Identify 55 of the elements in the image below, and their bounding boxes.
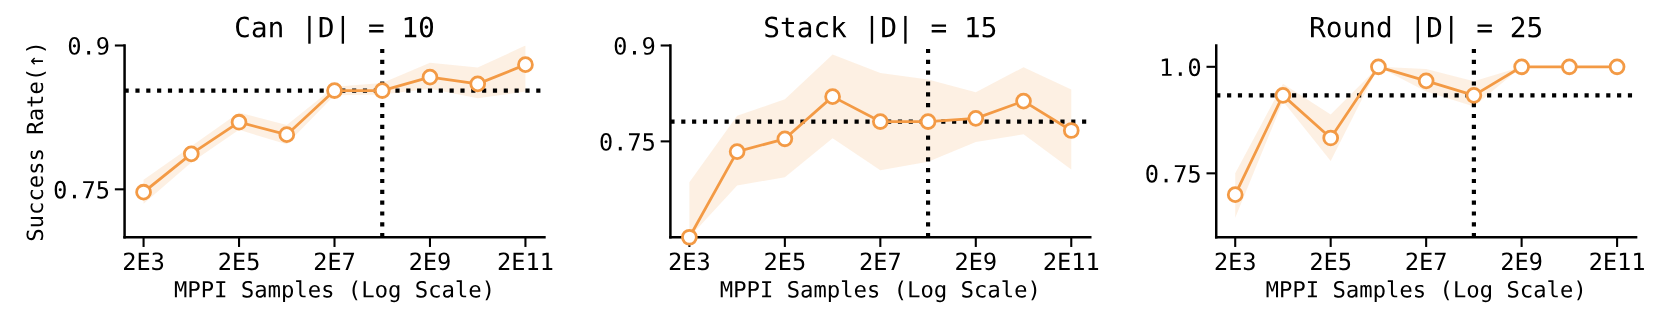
point: [824, 88, 841, 105]
point: [681, 228, 698, 246]
y-tick-label: 0.75: [600, 132, 654, 151]
x-tick-label: 2E5: [765, 252, 805, 271]
point: [1561, 58, 1578, 76]
point: [1015, 92, 1032, 110]
x-tick-label: 2E9: [1502, 252, 1542, 271]
point: [1608, 58, 1626, 76]
x-axis-title: MPPI Samples (Log Scale): [1266, 280, 1583, 303]
x-axis-title: MPPI Samples (Log Scale): [174, 280, 491, 303]
point: [230, 113, 248, 131]
point: [1465, 87, 1483, 104]
point: [421, 68, 439, 86]
x-tick-label: 2E9: [410, 252, 450, 271]
chart-title: Stack |D| = 15: [765, 15, 996, 44]
point: [1370, 58, 1387, 76]
point: [1226, 186, 1244, 203]
chart-title: Round |D| = 25: [1311, 15, 1541, 44]
x-tick-label: 2E7: [314, 252, 355, 270]
point: [373, 82, 391, 99]
point: [469, 75, 487, 93]
point: [728, 143, 746, 160]
x-tick-label: 2E7: [860, 252, 900, 270]
x-axis-title: MPPI Samples (Log Scale): [720, 280, 1037, 303]
x-tick-label: 2E5: [219, 252, 259, 271]
y-axis-title: Success Rate(↑): [26, 45, 46, 241]
point: [919, 113, 937, 130]
point: [1062, 122, 1080, 139]
x-tick-label: 2E5: [1311, 252, 1351, 271]
x-tick-label: 2E7: [1406, 252, 1446, 270]
point: [517, 56, 534, 74]
x-tick-label: 2E9: [956, 252, 996, 271]
point: [1322, 129, 1340, 147]
x-tick-label: 2E11: [498, 252, 553, 270]
point: [1274, 87, 1292, 104]
point: [326, 82, 343, 99]
x-tick-label: 2E11: [1044, 252, 1099, 270]
x-tick-label: 2E3: [669, 252, 709, 271]
x-tick-label: 2E3: [124, 252, 164, 271]
point: [776, 130, 794, 148]
y-tick-label: 0.75: [54, 180, 109, 199]
chart-title: Can |D| = 10: [236, 15, 434, 44]
y-tick-label: 0.75: [1146, 164, 1200, 183]
point: [182, 145, 200, 163]
point: [967, 110, 985, 127]
y-tick-label: 0.9: [68, 37, 109, 55]
x-tick-label: 2E3: [1215, 252, 1255, 271]
y-tick-label: 0.9: [614, 37, 655, 55]
point: [1513, 58, 1530, 76]
x-tick-label: 2E11: [1590, 252, 1644, 270]
point: [135, 183, 152, 201]
y-tick-label: 1.0: [1161, 58, 1201, 77]
point: [278, 126, 296, 143]
point: [1417, 72, 1435, 90]
point: [872, 113, 889, 130]
